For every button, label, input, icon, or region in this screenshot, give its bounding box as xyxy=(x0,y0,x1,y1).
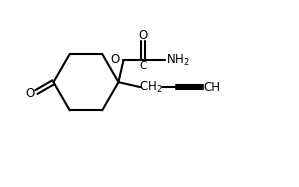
Text: CH: CH xyxy=(204,81,221,94)
Text: O: O xyxy=(26,88,35,100)
Text: NH$_2$: NH$_2$ xyxy=(166,53,190,68)
Text: C: C xyxy=(139,61,147,71)
Text: CH$_2$: CH$_2$ xyxy=(139,79,163,95)
Text: O: O xyxy=(138,29,148,42)
Text: O: O xyxy=(110,53,119,66)
